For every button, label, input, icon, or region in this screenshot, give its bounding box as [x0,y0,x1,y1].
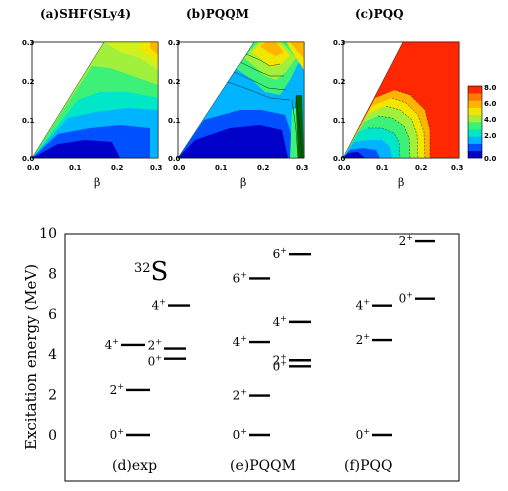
level-spin-label: 4+ [105,337,119,352]
tick-label: 0.2 [168,78,181,86]
tick-label: 0.2 [415,164,428,172]
contour-fill-a [32,42,158,158]
level-spin-label: 6+ [233,270,247,285]
level-spin-label: 6+ [273,246,287,261]
tick-label: 0.1 [376,164,389,172]
level-spin-label: 2+ [233,388,247,403]
level-spin-label: 2+ [356,332,370,347]
contour-panel-c: 0.3 0.2 0.1 0.0 0.0 0.1 0.2 0.3 β [333,39,464,189]
column-label-exp: (d)exp [112,458,157,474]
y-tick-label: 8 [48,266,57,282]
level-spin-label: 0+ [356,427,370,442]
colorbar-segment [468,93,482,101]
colorbar-tick: 4.0 [484,116,497,124]
y-axis-label: Excitation energy (MeV) [22,264,40,450]
level-spin-label: 2+ [399,233,413,248]
level-spin-label: 4+ [356,298,370,313]
tick-label: 0.0 [168,155,181,163]
tick-label: 0.0 [22,155,35,163]
tick-label: 0.2 [22,78,35,86]
panel-title-a: (a)SHF(SLy4) [40,7,131,21]
level-spin-label: 0+ [399,291,413,306]
tick-label: 0.0 [27,164,40,172]
level-spin-label: 0+ [233,427,247,442]
nucleus-label: 32S [134,257,168,287]
colorbar [467,85,483,159]
tick-label: 0.3 [168,39,181,47]
contour-fill-b [178,42,304,158]
tick-label: 0.1 [69,164,82,172]
contour-panel-b: 0.3 0.2 0.1 0.0 0.0 0.1 0.2 0.3 β [168,39,309,189]
level-spin-label: 4+ [152,298,166,313]
level-spin-label: 4+ [273,314,287,329]
x-axis-label: β [398,176,404,189]
level-scheme-frame [64,233,460,482]
levels: 0+2+4+ 2+0+4+0+2+4+6+2+0+4+6+0+2+4+ 0+2+ [105,233,435,442]
tick-label: 0.2 [333,78,346,86]
tick-label: 0.1 [168,117,181,125]
tick-label: 0.3 [451,164,464,172]
colorbar-segment [468,143,482,152]
column-label-pqq: (f)PQQ [344,458,392,474]
panel-title-b: (b)PQQM [186,7,249,21]
tick-label: 0.0 [338,164,351,172]
colorbar-segment [468,122,482,130]
tick-label: 0.1 [333,117,346,125]
tick-label: 0.2 [111,164,124,172]
x-axis-label: β [240,176,246,189]
y-tick-label: 0 [48,428,57,444]
colorbar-segment [468,100,482,108]
level-spin-label: 0+ [110,427,124,442]
colorbar-segment [468,150,482,159]
level-spin-label: 2+ [148,338,162,353]
y-tick-label: 10 [39,226,57,242]
tick-label: 0.3 [22,39,35,47]
y-tick-label: 6 [48,307,57,323]
colorbar-tick: 2.0 [484,132,497,140]
column-label-pqqm: (e)PQQM [230,458,296,474]
tick-label: 0.0 [173,164,186,172]
tick-label: 0.2 [257,164,270,172]
x-axis-label: β [94,176,100,189]
colorbar-tick: 6.0 [484,100,497,108]
panel-title-c: (c)PQQ [355,7,404,21]
y-axis-ticks: 0 2 4 6 8 10 [39,226,57,444]
tick-label: 0.0 [333,155,346,163]
contour-fill-c [343,42,459,158]
level-spin-label: 0+ [273,358,287,373]
tick-label: 0.1 [22,117,35,125]
colorbar-segment [468,107,482,116]
colorbar-tick: 8.0 [484,84,497,92]
tick-label: 0.3 [296,164,309,172]
contour-panel-a: 0.3 0.2 0.1 0.0 0.0 0.1 0.2 0.3 β [22,39,163,189]
level-spin-label: 2+ [273,352,287,367]
colorbar-segment [468,86,482,94]
colorbar-tick: 0.0 [484,155,497,163]
colorbar-frame [467,85,483,159]
colorbar-segment [468,114,482,123]
colorbar-segment [468,136,482,144]
level-spin-label: 0+ [148,354,162,369]
colorbar-segment [468,129,482,137]
y-tick-label: 4 [48,347,57,363]
tick-label: 0.1 [215,164,228,172]
level-spin-label: 4+ [233,334,247,349]
tick-label: 0.3 [333,39,346,47]
level-spin-label: 2+ [110,382,124,397]
y-tick-label: 2 [48,388,57,404]
tick-label: 0.3 [150,164,163,172]
